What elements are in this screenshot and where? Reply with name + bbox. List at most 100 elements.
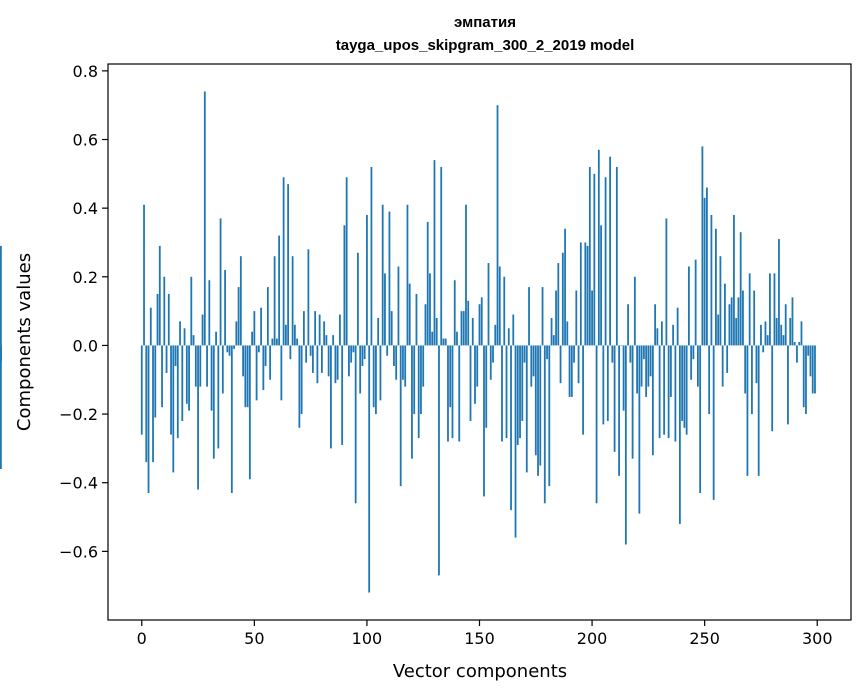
bar-227 xyxy=(651,345,654,456)
y-tick-label: 0.6 xyxy=(73,131,98,150)
bar-39 xyxy=(228,345,231,356)
bar-36 xyxy=(221,345,224,394)
bar-272 xyxy=(753,290,756,346)
bar-162 xyxy=(505,345,508,439)
bar-undefined xyxy=(0,245,2,346)
bar-179 xyxy=(543,345,546,504)
bar-225 xyxy=(647,345,650,387)
bar-192 xyxy=(573,345,575,363)
bar-26 xyxy=(199,345,202,387)
bar-279 xyxy=(769,273,771,346)
bar-28 xyxy=(203,91,206,346)
bar-210 xyxy=(613,345,616,452)
bar-76 xyxy=(311,345,314,373)
bar-203 xyxy=(597,149,600,346)
bar-2 xyxy=(145,345,148,463)
bar-257 xyxy=(719,256,722,346)
bar-232 xyxy=(663,345,666,435)
bar-55 xyxy=(264,345,267,367)
x-tick-label: 150 xyxy=(464,629,495,648)
bar-132 xyxy=(438,345,440,576)
bar-48 xyxy=(248,345,251,480)
bar-199 xyxy=(588,166,591,346)
bar-62 xyxy=(280,345,283,401)
bar-61 xyxy=(278,235,281,346)
bar-244 xyxy=(690,345,693,380)
bar-103 xyxy=(372,345,375,408)
bar-212 xyxy=(618,345,620,476)
bar-201 xyxy=(593,173,596,346)
bar-174 xyxy=(532,345,535,377)
bar-92 xyxy=(348,345,350,377)
bar-119 xyxy=(408,283,411,346)
bar-286 xyxy=(784,304,787,346)
bar-140 xyxy=(456,331,458,346)
bar-220 xyxy=(636,345,639,394)
bar-238 xyxy=(676,307,679,346)
bar-127 xyxy=(426,221,429,346)
bar-69 xyxy=(296,338,299,346)
bar-268 xyxy=(744,345,747,394)
bar-80 xyxy=(320,345,323,373)
bar-79 xyxy=(318,314,321,346)
bar-19 xyxy=(183,328,186,346)
bar-154 xyxy=(487,263,490,346)
bar-183 xyxy=(552,335,555,346)
bar-6 xyxy=(154,345,157,418)
bar-194 xyxy=(577,345,580,384)
bar-141 xyxy=(458,345,461,442)
bar-49 xyxy=(251,331,253,346)
bar-278 xyxy=(766,335,769,346)
bar-200 xyxy=(591,290,593,346)
x-tick-label: 100 xyxy=(352,629,383,648)
bar-96 xyxy=(357,252,359,346)
bar-112 xyxy=(393,345,395,367)
bar-27 xyxy=(201,314,204,346)
bar-135 xyxy=(444,338,447,346)
bar-77 xyxy=(314,311,317,346)
bar-169 xyxy=(521,345,524,421)
bar-8 xyxy=(158,245,161,346)
bar-260 xyxy=(726,345,729,373)
bar-147 xyxy=(471,317,474,346)
bar-129 xyxy=(431,331,434,346)
bar-137 xyxy=(449,345,452,408)
bar-180 xyxy=(546,345,548,360)
bar-120 xyxy=(411,345,413,459)
bar-177 xyxy=(539,345,542,466)
bar-248 xyxy=(699,345,702,494)
y-tick-label: −0.4 xyxy=(59,474,98,493)
bar-170 xyxy=(523,345,526,363)
bar-258 xyxy=(721,345,724,387)
bar-138 xyxy=(451,345,454,439)
y-axis-ticks: −0.6 −0.4 −0.2 0.0 0.2 0.4 0.6 0.8 xyxy=(59,62,108,561)
bar-295 xyxy=(805,345,807,415)
bar-292 xyxy=(798,342,801,346)
bar-217 xyxy=(629,345,632,363)
bar-47 xyxy=(246,345,249,408)
bar-274 xyxy=(757,345,760,476)
bar-152 xyxy=(483,345,485,497)
bar-166 xyxy=(514,345,517,538)
x-axis-label: Vector components xyxy=(393,661,567,682)
bar-33 xyxy=(215,331,217,346)
bar-97 xyxy=(359,345,362,394)
bar-239 xyxy=(678,345,681,524)
bar-14 xyxy=(172,345,175,473)
bar-121 xyxy=(413,345,416,415)
bar-284 xyxy=(780,324,783,346)
bar-13 xyxy=(170,345,172,435)
bar-34 xyxy=(217,345,220,449)
bar-246 xyxy=(694,259,697,346)
bar-240 xyxy=(681,345,684,421)
bar-285 xyxy=(782,335,785,346)
bar-294 xyxy=(802,345,805,408)
bar-57 xyxy=(269,345,272,380)
bar-67 xyxy=(291,256,294,346)
bar-24 xyxy=(194,345,197,387)
bar-161 xyxy=(503,276,506,346)
bar-209 xyxy=(611,345,614,363)
bar-197 xyxy=(584,242,587,346)
bar-175 xyxy=(534,345,537,456)
